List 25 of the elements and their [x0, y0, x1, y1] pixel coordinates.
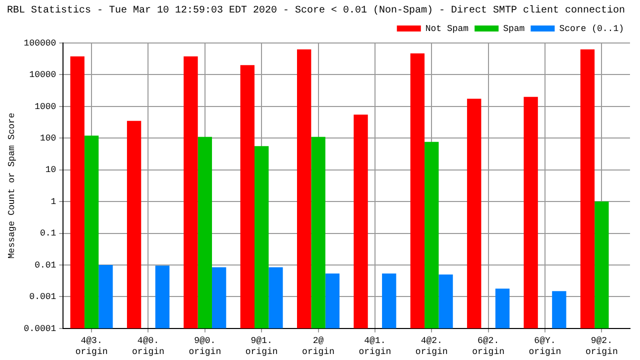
legend-label: Not Spam [425, 24, 469, 34]
x-tick-label: 4@3. origin [75, 336, 108, 357]
y-tick-label: 10 [45, 165, 56, 176]
x-tick-label: 4@2. origin [415, 336, 448, 357]
x-tick-label: 6@2. origin [472, 336, 505, 357]
legend-label: Spam [503, 24, 525, 34]
chart-title: RBL Statistics - Tue Mar 10 12:59:03 EDT 2020 - Score < 0.01 (Non-Spam) - Direct SMTP client connection [6, 4, 626, 17]
x-tick-label: 9@1. origin [245, 336, 278, 357]
legend-label: Score (0..1) [559, 24, 624, 34]
x-tick-label: 2@ origin [302, 336, 334, 357]
y-tick-label: 0.1 [40, 228, 56, 239]
x-tick-label: 9@0. origin [188, 336, 222, 357]
y-tick-label: 100000 [24, 38, 56, 48]
x-tick-label: 9@2. origin [585, 336, 618, 357]
y-tick-label: 0.0001 [24, 324, 56, 334]
y-tick-label: 1 [50, 196, 56, 207]
x-tick-label: 4@0. origin [132, 336, 164, 357]
x-tick-label: 4@1. origin [358, 336, 392, 357]
y-tick-label: 1000 [34, 102, 56, 112]
y-tick-label: 0.01 [34, 260, 56, 270]
y-tick-label: 100 [40, 134, 56, 144]
y-tick-label: 10000 [29, 70, 56, 80]
y-tick-label: 0.001 [29, 292, 56, 302]
x-tick-label: 6@Y. origin [528, 336, 562, 357]
y-axis-title: Message Count or Spam Score [6, 112, 17, 259]
